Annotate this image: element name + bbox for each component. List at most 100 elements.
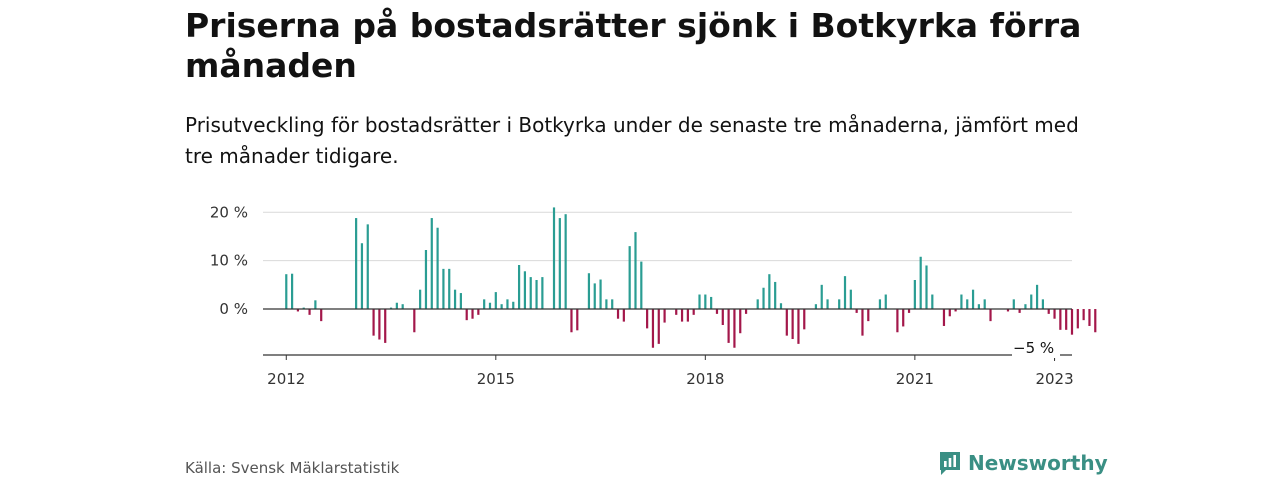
bar [616, 309, 620, 319]
bar [925, 265, 928, 310]
bar [1070, 309, 1074, 335]
bar [1053, 309, 1056, 319]
bar [564, 214, 567, 310]
bar [453, 289, 457, 310]
bar [803, 309, 806, 330]
bar [913, 280, 916, 310]
bar [948, 309, 951, 317]
bar [372, 309, 375, 336]
bar [535, 280, 538, 310]
bar [791, 309, 794, 340]
bar [436, 227, 439, 310]
bar [378, 309, 381, 340]
bar [442, 268, 445, 310]
bar [1041, 299, 1044, 310]
bar [710, 296, 713, 310]
bar [593, 283, 596, 310]
bar [878, 299, 882, 310]
bar [646, 309, 649, 329]
bar [494, 292, 497, 310]
tick-labels: 20 % 10 % 0 % 2012 2015 2018 2021 2023 −5 % [210, 203, 1074, 388]
bar [401, 304, 404, 310]
bar [698, 294, 701, 310]
bar [523, 271, 527, 310]
bars [285, 207, 1097, 348]
bar [896, 309, 899, 333]
bar [675, 309, 678, 315]
bar [424, 250, 428, 310]
bar [389, 307, 393, 310]
bar [430, 218, 433, 310]
bar [285, 274, 288, 310]
latest-value-annotation: −5 % [1013, 339, 1054, 357]
bar [774, 281, 777, 310]
bar [395, 302, 398, 310]
bar [977, 304, 980, 310]
bar [477, 309, 480, 315]
bar [1030, 294, 1033, 310]
bar [855, 309, 858, 313]
bar [302, 307, 305, 310]
bar [360, 243, 364, 310]
bar [983, 299, 986, 310]
bar [820, 284, 823, 310]
bar [989, 309, 992, 322]
bar [704, 294, 707, 310]
bar [413, 309, 416, 333]
chat-bar-chart-icon [940, 452, 960, 475]
y-tick-label: 0 % [219, 300, 248, 318]
bar [721, 309, 724, 325]
bar [1024, 304, 1027, 310]
bar [552, 207, 556, 310]
bar [954, 309, 957, 312]
bar [314, 300, 317, 310]
bar [308, 309, 311, 315]
bar [541, 277, 544, 310]
annotation-backdrop [1012, 340, 1060, 358]
x-tick-label: 2018 [686, 370, 724, 388]
bar [762, 287, 765, 310]
bar [634, 232, 637, 310]
grid-lines [263, 211, 1072, 262]
bar [826, 299, 829, 310]
bar [448, 268, 451, 310]
bar [1088, 309, 1091, 326]
bar [727, 309, 730, 343]
source-note: Källa: Svensk Mäklarstatistik [185, 459, 400, 477]
bar [651, 309, 655, 348]
bar [384, 309, 387, 343]
bar [599, 279, 602, 310]
bar [663, 309, 666, 323]
bar [1018, 309, 1021, 313]
bar [657, 309, 660, 344]
bar [919, 256, 922, 310]
bar [296, 309, 300, 312]
bar [797, 309, 800, 344]
bar [867, 309, 870, 322]
bar [739, 309, 742, 334]
bar [942, 309, 946, 326]
bar [320, 309, 323, 322]
bar [488, 302, 492, 310]
bar [512, 301, 515, 310]
bar [291, 273, 294, 310]
bar [692, 309, 695, 315]
bar [680, 309, 684, 322]
bar [1082, 309, 1085, 321]
bar [1094, 309, 1097, 333]
bar [814, 304, 818, 310]
bar [715, 309, 719, 314]
bar [971, 289, 975, 310]
bar [529, 277, 532, 310]
x-tick-label: 2021 [896, 370, 934, 388]
brand-name: Newsworthy [968, 451, 1108, 475]
chart-subtitle: Prisutveckling för bostadsrätter i Botky… [185, 113, 1079, 168]
bar [849, 289, 852, 310]
bar [570, 309, 573, 333]
bar [966, 299, 969, 310]
bar [733, 309, 736, 348]
newsworthy-logo: Newsworthy [938, 449, 1108, 477]
bar [1076, 309, 1079, 329]
bar [366, 224, 369, 310]
y-tick-label: 20 % [210, 203, 248, 221]
